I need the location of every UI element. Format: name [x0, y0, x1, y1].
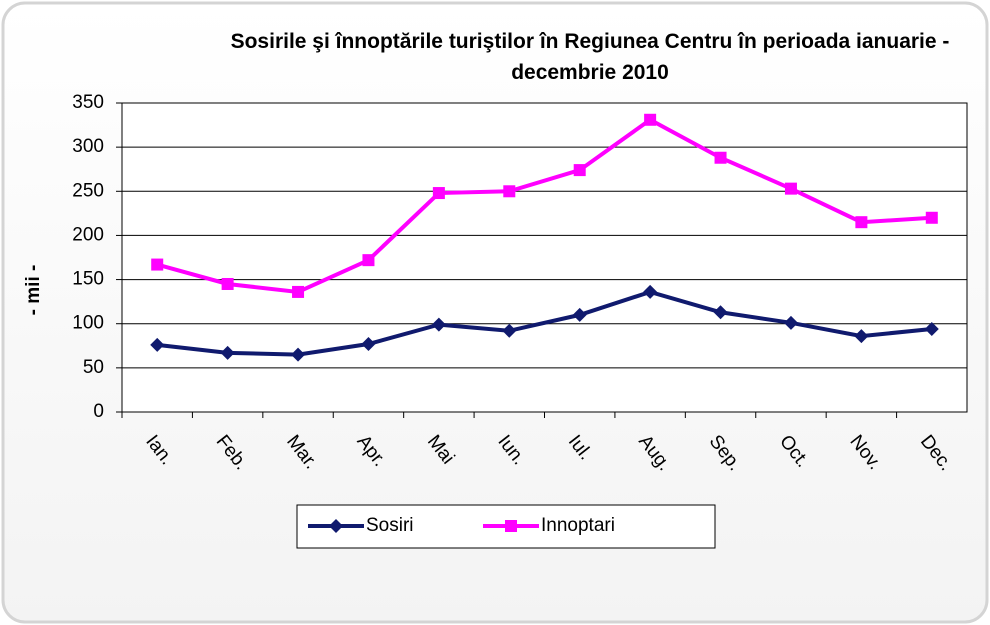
series-line: [156, 289, 932, 357]
marker: [329, 519, 343, 533]
marker: [221, 277, 234, 290]
marker: [644, 113, 657, 126]
chart-title: Sosirile şi înnoptările turiştilor în Re…: [230, 30, 950, 84]
marker: [855, 216, 868, 229]
y-tick-label: 100: [72, 313, 104, 334]
marker: [292, 285, 305, 298]
marker: [572, 307, 587, 322]
marker: [503, 185, 516, 198]
marker: [713, 305, 728, 320]
marker: [220, 345, 235, 360]
marker: [362, 254, 375, 267]
marker: [291, 347, 306, 362]
marker: [361, 337, 376, 352]
marker: [151, 258, 164, 271]
marker: [505, 520, 517, 532]
legend-label: Innoptari: [541, 515, 615, 536]
y-tick-label: 350: [72, 92, 104, 113]
y-tick-label: 0: [93, 401, 104, 422]
y-tick-label: 50: [83, 357, 104, 378]
marker: [502, 323, 517, 338]
y-tick-label: 250: [72, 180, 104, 201]
y-tick-label: 150: [72, 269, 104, 290]
legend-label: Sosiri: [366, 515, 414, 536]
y-tick-label: 200: [72, 224, 104, 245]
y-axis-label: - mii -: [23, 265, 44, 316]
marker: [714, 151, 727, 164]
marker: [150, 337, 165, 352]
marker: [783, 315, 798, 330]
marker: [924, 322, 939, 337]
marker: [431, 317, 446, 332]
y-tick-label: 300: [72, 136, 104, 157]
marker: [643, 284, 658, 299]
marker: [573, 164, 586, 177]
series-line: [156, 117, 932, 294]
marker: [854, 329, 869, 344]
marker: [432, 187, 445, 200]
plot-area: [121, 102, 968, 413]
marker: [925, 211, 938, 224]
marker: [784, 182, 797, 195]
